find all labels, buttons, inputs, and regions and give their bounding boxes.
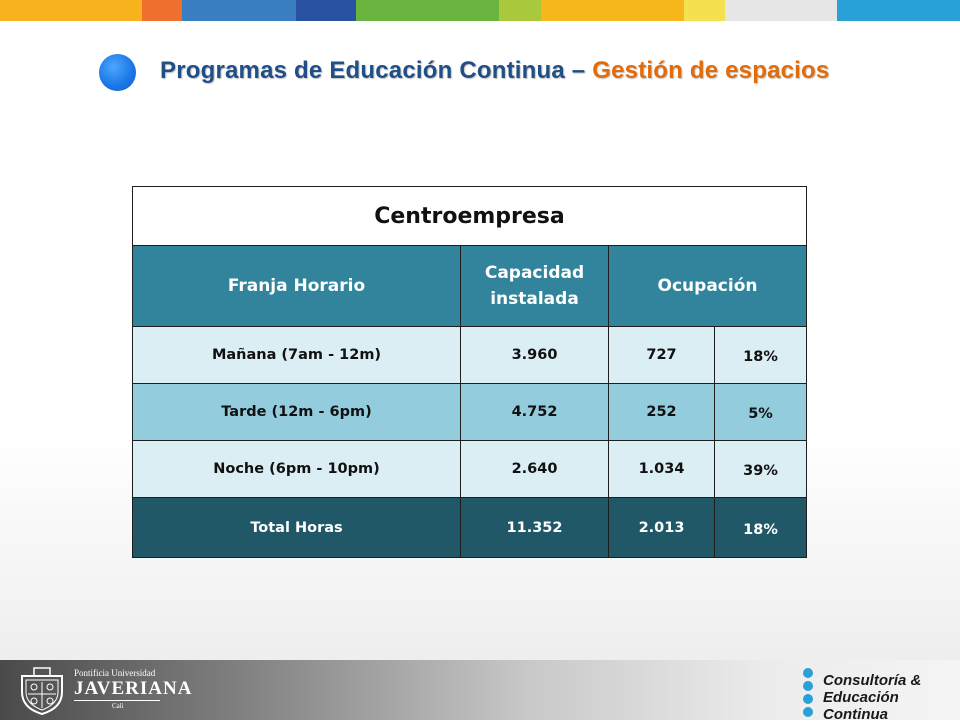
consultoria-line2: Educación Continua (823, 689, 899, 723)
color-segment (837, 0, 960, 21)
cell-ocupacion: 1.034 (608, 440, 715, 498)
cell-total-ocupacion: 2.013 (608, 497, 715, 558)
cell-porcentaje: 39% (714, 440, 807, 498)
title-accent: Gestión de espacios (592, 57, 830, 84)
cell-total-porcentaje: 18% (714, 497, 807, 558)
title-bullet-icon (99, 54, 136, 91)
color-segment (182, 0, 296, 21)
consultoria-line1: Consultoría & (823, 672, 922, 689)
color-segment (541, 0, 684, 21)
cell-capacidad: 4.752 (460, 383, 609, 441)
consultoria-wordmark: Consultoría & Educación Continua (823, 672, 960, 723)
cell-franja: Noche (6pm - 10pm) (132, 440, 461, 498)
color-segment (142, 0, 182, 21)
cell-ocupacion: 252 (608, 383, 715, 441)
table-row: Noche (6pm - 10pm) 2.640 1.034 39% (132, 440, 807, 498)
cell-total-label: Total Horas (132, 497, 461, 558)
javeriana-name: JAVERIANA (74, 678, 193, 699)
table-row: Tarde (12m - 6pm) 4.752 252 5% (132, 383, 807, 441)
header-capacidad: Capacidad instalada (460, 245, 609, 327)
javeriana-divider (74, 700, 160, 701)
javeriana-city: Cali (112, 702, 124, 710)
consultoria-dots-icon (803, 668, 813, 717)
top-color-bar (0, 0, 960, 21)
footer-band (0, 660, 960, 720)
table-total-row: Total Horas 11.352 2.013 18% (132, 497, 807, 558)
javeriana-wordmark: Pontificia Universidad JAVERIANA Cali (74, 668, 192, 710)
title-main: Programas de Educación Continua – (160, 57, 593, 84)
cell-porcentaje: 5% (714, 383, 807, 441)
header-capacidad-line1: Capacidad (484, 263, 585, 283)
table-row: Mañana (7am - 12m) 3.960 727 18% (132, 326, 807, 384)
javeriana-crest-icon (21, 667, 63, 716)
cell-total-capacidad: 11.352 (460, 497, 609, 558)
table-caption: Centroempresa (132, 186, 807, 246)
page-title: Programas de Educación Continua – Gestió… (160, 57, 829, 85)
cell-capacidad: 2.640 (460, 440, 609, 498)
color-segment (684, 0, 725, 21)
color-segment (499, 0, 541, 21)
color-segment (725, 0, 837, 21)
occupancy-table: Centroempresa Franja Horario Capacidad i… (132, 186, 807, 558)
javeriana-line1: Pontificia Universidad (74, 668, 156, 678)
cell-ocupacion: 727 (608, 326, 715, 384)
header-franja: Franja Horario (132, 245, 461, 327)
color-segment (296, 0, 356, 21)
color-segment (0, 0, 142, 21)
header-ocupacion: Ocupación (608, 245, 807, 327)
cell-porcentaje: 18% (714, 326, 807, 384)
cell-franja: Mañana (7am - 12m) (132, 326, 461, 384)
header-capacidad-line2: instalada (490, 289, 579, 309)
color-segment (356, 0, 499, 21)
cell-capacidad: 3.960 (460, 326, 609, 384)
cell-franja: Tarde (12m - 6pm) (132, 383, 461, 441)
